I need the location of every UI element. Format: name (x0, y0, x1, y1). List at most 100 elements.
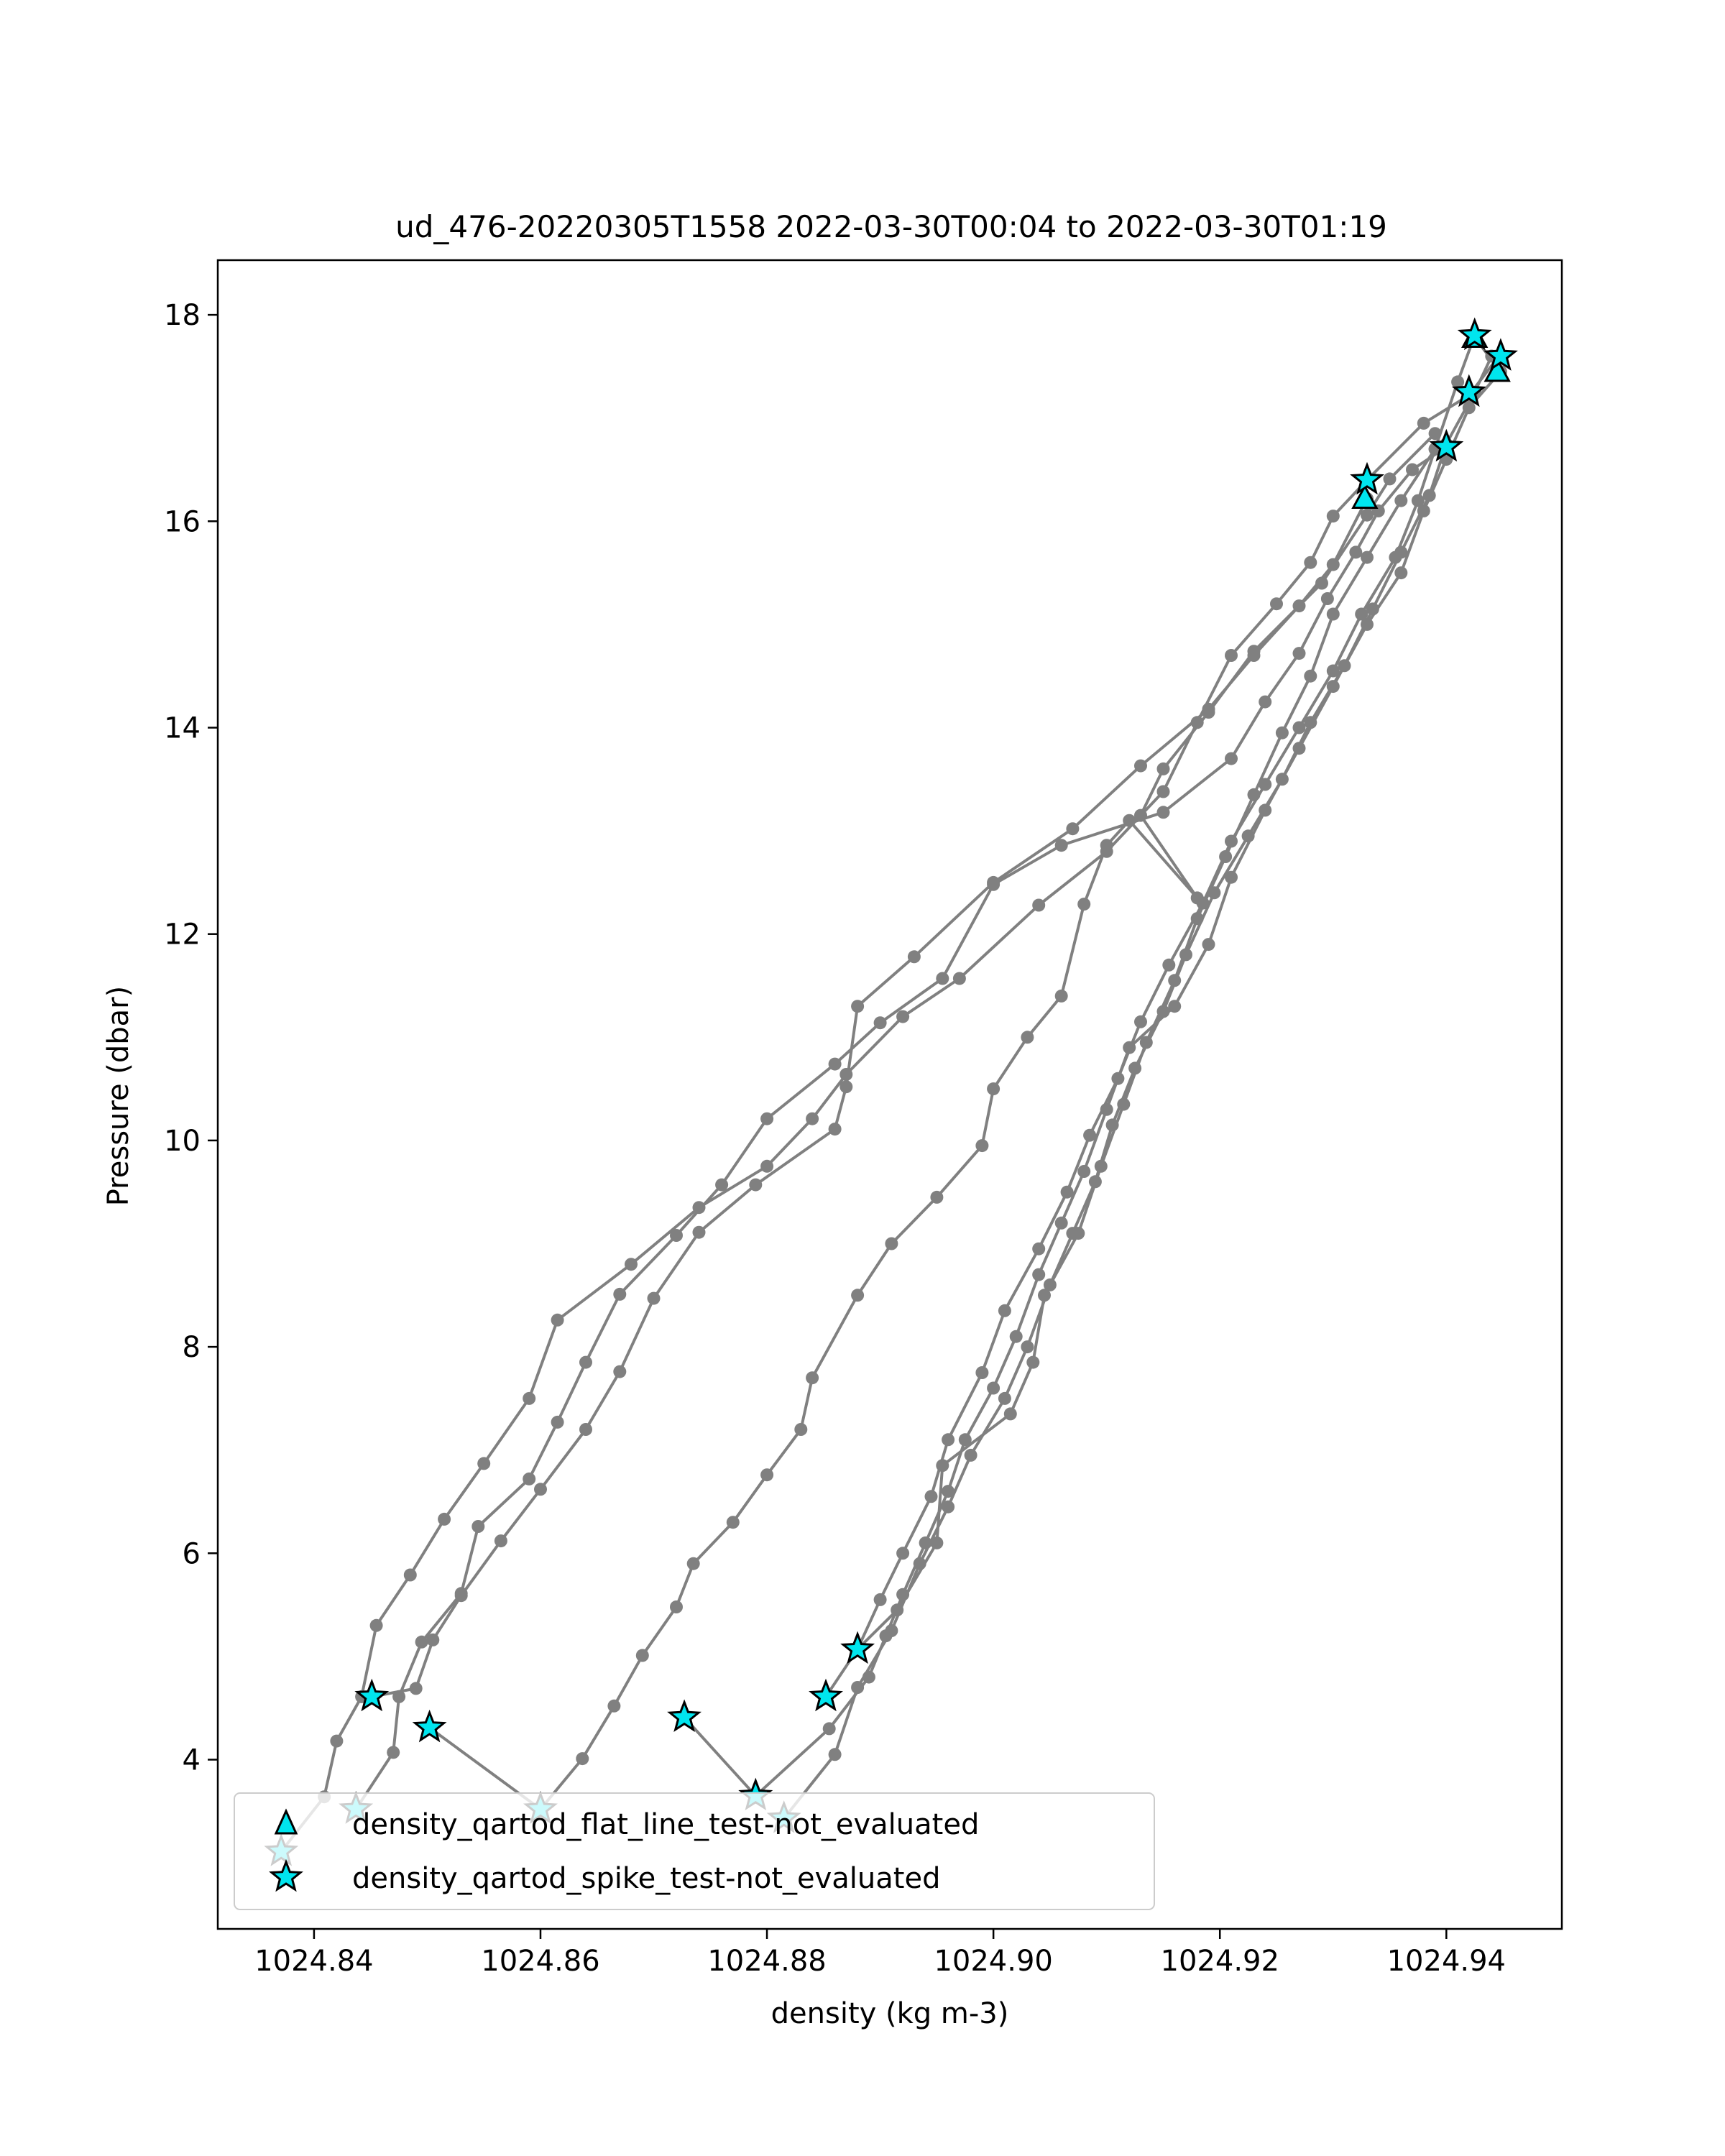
legend-star-marker (269, 1858, 303, 1892)
profile-point (1156, 806, 1170, 819)
profile-point (1156, 762, 1170, 775)
spike-flag-marker (1457, 317, 1492, 351)
profile-point (1275, 773, 1289, 786)
x-tick-label: 1024.90 (934, 1945, 1052, 1978)
profile-point (1355, 607, 1368, 621)
x-axis: 1024.84 1024.86 1024.88 1024.90 1024.92 1024.… (254, 1929, 1506, 1978)
profile-point (1054, 839, 1068, 852)
profile-point (1202, 706, 1215, 719)
profile-point (551, 1415, 564, 1429)
profile-point (1111, 1072, 1125, 1085)
profile-point (472, 1520, 485, 1533)
profile-point (1422, 489, 1436, 502)
profile-point (794, 1423, 808, 1436)
profile-point (1247, 788, 1261, 801)
profile-point (454, 1589, 468, 1603)
profile-point (1168, 1000, 1182, 1013)
profile-point (1083, 1128, 1097, 1142)
x-tick-label: 1024.94 (1387, 1945, 1506, 1978)
y-tick-label: 18 (164, 299, 201, 332)
y-axis-label: Pressure (dbar) (102, 986, 135, 1206)
x-tick-label: 1024.84 (254, 1945, 373, 1978)
profile-point (851, 1000, 865, 1013)
profile-point (1060, 1185, 1074, 1199)
profile-point (1202, 938, 1215, 952)
profile-point (415, 1635, 428, 1649)
profile-point (936, 1459, 949, 1473)
profile-point (1361, 550, 1374, 564)
profile-point (1304, 716, 1317, 729)
profile-point (998, 1391, 1011, 1405)
profile-point (1021, 1340, 1034, 1354)
profile-point (330, 1734, 344, 1748)
profile-point (1054, 989, 1068, 1003)
profile-point (692, 1225, 706, 1239)
profile-point (534, 1483, 547, 1496)
profile-point (987, 1381, 1000, 1395)
y-tick-label: 14 (164, 712, 201, 745)
profile-point (387, 1746, 400, 1759)
profile-point (625, 1258, 638, 1271)
profile-point (822, 1722, 836, 1736)
profile-point (1100, 839, 1113, 852)
profile-point (523, 1391, 536, 1405)
legend-entry-flat-line: density_qartod_flat_line_test-not_evalua… (274, 1808, 979, 1841)
profile-point (1134, 1015, 1147, 1028)
profile-point (635, 1649, 649, 1662)
profile-point (1326, 607, 1340, 621)
y-tick-label: 10 (164, 1125, 201, 1158)
profile-point (1361, 508, 1374, 522)
profile-point (426, 1633, 440, 1646)
profile-point (1304, 556, 1317, 569)
profile-point (975, 1366, 989, 1379)
profile-point (438, 1512, 451, 1526)
profile-point (670, 1600, 683, 1613)
profile-series-7 (851, 442, 1442, 1656)
profile-point (477, 1457, 491, 1470)
y-tick-label: 12 (164, 918, 201, 952)
profile-point (1225, 752, 1238, 765)
legend: density_qartod_flat_line_test-not_evalua… (234, 1792, 1155, 1910)
legend-entry-spike: density_qartod_spike_test-not_evaluated (269, 1858, 940, 1895)
profile-point (930, 1190, 944, 1204)
legend-label-spike: density_qartod_spike_test-not_evaluated (352, 1862, 940, 1895)
profile-point (1225, 870, 1238, 884)
spike-flag-marker (1451, 374, 1486, 407)
profile-point (613, 1287, 627, 1301)
profile-point (885, 1624, 898, 1637)
profile-point (851, 1289, 865, 1302)
profile-point (1032, 1242, 1046, 1256)
profile-point (1162, 958, 1176, 972)
profile-point (828, 1748, 842, 1761)
profile-point (1275, 726, 1289, 740)
legend-box (234, 1792, 1155, 1910)
profile-point (760, 1159, 774, 1173)
profile-point (1032, 1268, 1046, 1281)
profile-point (715, 1178, 729, 1192)
profile-point (1247, 645, 1261, 658)
profile-point (1072, 1227, 1085, 1240)
profile-point (579, 1423, 592, 1436)
y-tick-label: 6 (183, 1537, 201, 1570)
profile-point (1292, 647, 1306, 660)
profile-point (952, 972, 966, 985)
profile-point (885, 1237, 898, 1250)
profile-point (1134, 808, 1147, 822)
profile-point (1411, 494, 1425, 507)
profile-point (1054, 1216, 1068, 1230)
profile-point (851, 1681, 865, 1694)
profile-point (840, 1080, 853, 1094)
profile-point (1417, 416, 1430, 430)
profile-point (1003, 1407, 1017, 1421)
profile-point (579, 1355, 592, 1369)
profile-point (907, 950, 921, 964)
profile-point (891, 1603, 904, 1617)
profile-point (1394, 566, 1408, 580)
profile-point (873, 1016, 887, 1030)
profile-point (987, 1082, 1000, 1096)
profile-point (1021, 1031, 1034, 1044)
profile-point (1389, 550, 1402, 564)
profile-point (647, 1291, 661, 1305)
profile-point (930, 1536, 944, 1549)
profile-point (1241, 829, 1255, 843)
